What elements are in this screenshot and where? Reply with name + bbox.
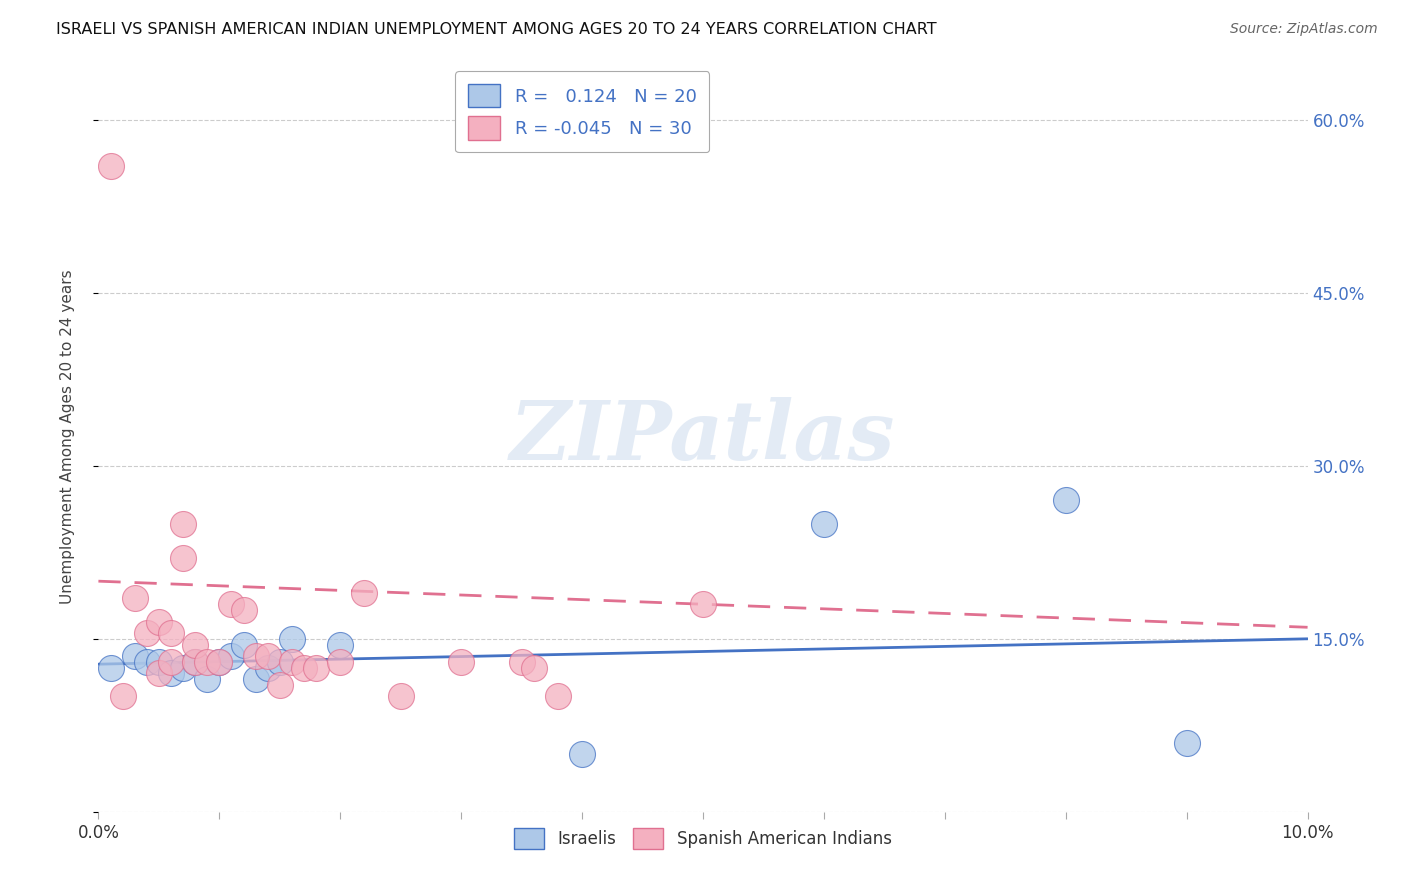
Point: [172, 660, 194, 674]
Point: [111, 690, 134, 704]
Point: [547, 690, 569, 704]
Point: [195, 655, 218, 669]
Point: [256, 660, 278, 674]
Point: [813, 516, 835, 531]
Point: [292, 660, 315, 674]
Point: [692, 597, 714, 611]
Point: [305, 660, 328, 674]
Legend: Israelis, Spanish American Indians: Israelis, Spanish American Indians: [508, 822, 898, 855]
Text: Source: ZipAtlas.com: Source: ZipAtlas.com: [1230, 22, 1378, 37]
Point: [160, 666, 183, 681]
Point: [208, 655, 231, 669]
Point: [148, 615, 170, 629]
Point: [172, 551, 194, 566]
Point: [1175, 735, 1198, 749]
Point: [281, 655, 304, 669]
Point: [135, 626, 157, 640]
Point: [523, 660, 546, 674]
Point: [208, 655, 231, 669]
Point: [450, 655, 472, 669]
Point: [245, 672, 267, 686]
Point: [184, 655, 207, 669]
Point: [329, 655, 352, 669]
Point: [148, 666, 170, 681]
Point: [571, 747, 593, 761]
Point: [281, 632, 304, 646]
Point: [389, 690, 412, 704]
Point: [232, 638, 254, 652]
Point: [510, 655, 533, 669]
Point: [195, 672, 218, 686]
Point: [135, 655, 157, 669]
Point: [100, 660, 122, 674]
Point: [148, 655, 170, 669]
Point: [124, 591, 146, 606]
Point: [160, 655, 183, 669]
Point: [172, 516, 194, 531]
Point: [232, 603, 254, 617]
Point: [1054, 493, 1077, 508]
Point: [184, 655, 207, 669]
Text: ISRAELI VS SPANISH AMERICAN INDIAN UNEMPLOYMENT AMONG AGES 20 TO 24 YEARS CORREL: ISRAELI VS SPANISH AMERICAN INDIAN UNEMP…: [56, 22, 936, 37]
Point: [256, 649, 278, 664]
Point: [221, 649, 243, 664]
Point: [245, 649, 267, 664]
Point: [100, 159, 122, 173]
Point: [124, 649, 146, 664]
Y-axis label: Unemployment Among Ages 20 to 24 years: Unemployment Among Ages 20 to 24 years: [60, 269, 75, 605]
Point: [269, 678, 291, 692]
Point: [269, 655, 291, 669]
Point: [353, 585, 375, 599]
Text: ZIPatlas: ZIPatlas: [510, 397, 896, 477]
Point: [184, 638, 207, 652]
Point: [160, 626, 183, 640]
Point: [221, 597, 243, 611]
Point: [329, 638, 352, 652]
